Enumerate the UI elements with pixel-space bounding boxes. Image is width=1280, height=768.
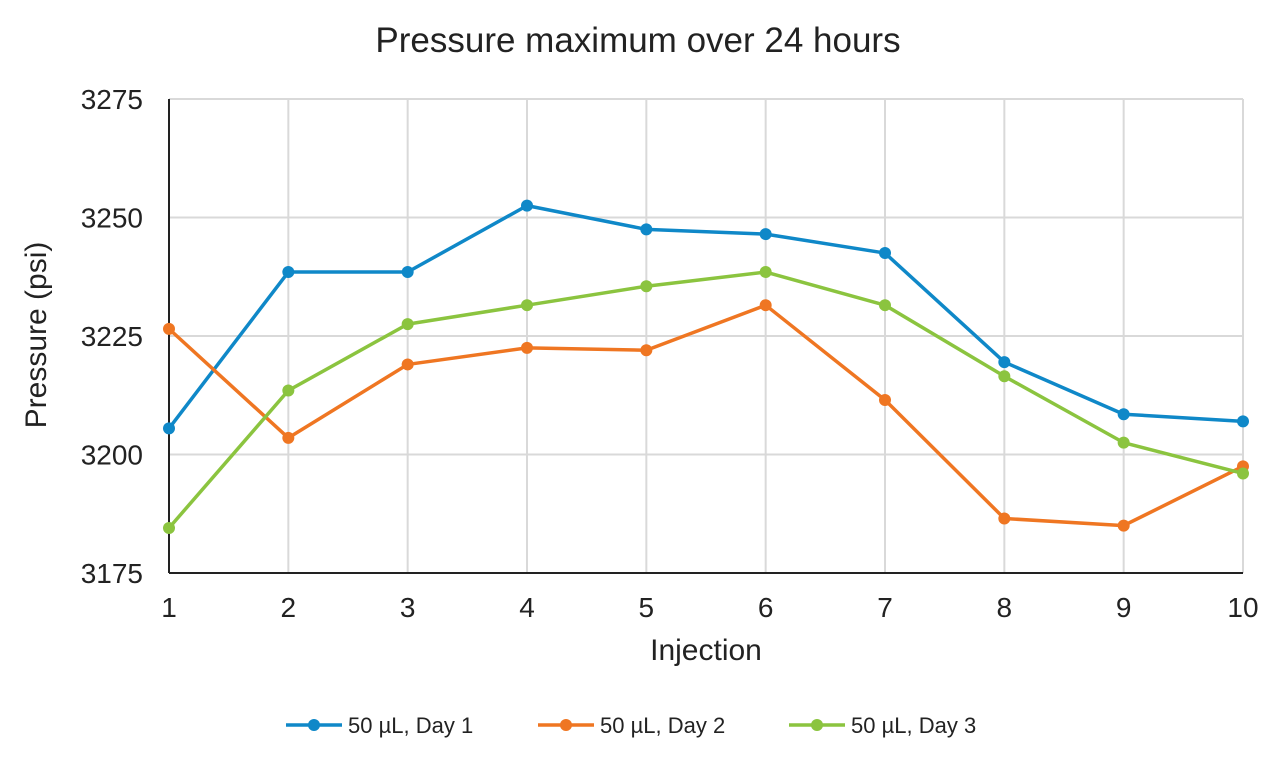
data-point [998, 356, 1011, 369]
x-tick-label: 4 [519, 592, 535, 623]
data-point [282, 266, 295, 279]
legend-marker [811, 719, 823, 731]
legend-label: 50 µL, Day 3 [851, 713, 976, 738]
x-tick-label: 2 [281, 592, 297, 623]
data-point [521, 199, 533, 212]
data-point [282, 384, 295, 397]
series-layer [163, 199, 1249, 534]
y-tick-label: 3250 [81, 203, 143, 234]
x-tick-label: 3 [400, 592, 416, 623]
data-point [401, 266, 414, 279]
legend-item: 50 µL, Day 1 [286, 713, 473, 738]
x-tick-label: 6 [758, 592, 774, 623]
data-point [879, 393, 891, 406]
grid-layer [169, 98, 1244, 573]
y-tick-label: 3225 [81, 321, 143, 352]
data-point [759, 228, 772, 241]
chart-title: Pressure maximum over 24 hours [375, 21, 900, 60]
series-line [167, 303, 1244, 528]
data-point [163, 521, 175, 534]
series-2 [163, 299, 1249, 532]
data-point [759, 299, 772, 312]
data-point [879, 247, 891, 260]
data-point [998, 512, 1011, 525]
y-axis-label: Pressure (psi) [20, 242, 53, 429]
data-point [1237, 467, 1249, 480]
data-point [879, 299, 891, 312]
legend-label: 50 µL, Day 2 [600, 713, 725, 738]
legend-label: 50 µL, Day 1 [348, 713, 473, 738]
y-tick-label: 3275 [81, 84, 143, 115]
x-tick-labels: 1 2 3 4 5 6 7 8 9 10 [161, 592, 1258, 623]
data-point [640, 280, 653, 293]
data-point [1117, 519, 1130, 532]
data-point [759, 266, 772, 279]
data-point [282, 431, 295, 444]
data-point [163, 422, 175, 435]
series-3 [163, 266, 1249, 534]
data-point [521, 299, 533, 312]
data-point [401, 358, 414, 371]
x-tick-label: 1 [161, 592, 177, 623]
x-tick-label: 9 [1116, 592, 1132, 623]
data-point [640, 344, 653, 357]
data-point [1237, 415, 1249, 428]
x-axis-label: Injection [650, 634, 762, 667]
legend-marker [560, 719, 572, 731]
series-line [167, 270, 1244, 530]
series-line [167, 203, 1244, 430]
data-point [1117, 436, 1130, 449]
legend-marker [308, 719, 320, 731]
series-1 [163, 199, 1249, 435]
legend-item: 50 µL, Day 3 [789, 713, 976, 738]
y-tick-label: 3200 [81, 440, 143, 471]
y-tick-labels: 3175 3200 3225 3250 3275 [81, 84, 143, 589]
data-point [1117, 408, 1130, 421]
data-point [640, 223, 653, 236]
x-tick-label: 8 [997, 592, 1013, 623]
axes-layer [168, 99, 1243, 574]
x-tick-label: 5 [639, 592, 655, 623]
legend-item: 50 µL, Day 2 [538, 713, 725, 738]
x-tick-label: 10 [1227, 592, 1258, 623]
y-tick-label: 3175 [81, 558, 143, 589]
legend: 50 µL, Day 1 50 µL, Day 2 50 µL, Day 3 [286, 713, 976, 738]
data-point [998, 370, 1011, 383]
data-point [401, 318, 414, 331]
data-point [521, 341, 533, 354]
x-tick-label: 7 [877, 592, 893, 623]
data-point [163, 322, 175, 335]
